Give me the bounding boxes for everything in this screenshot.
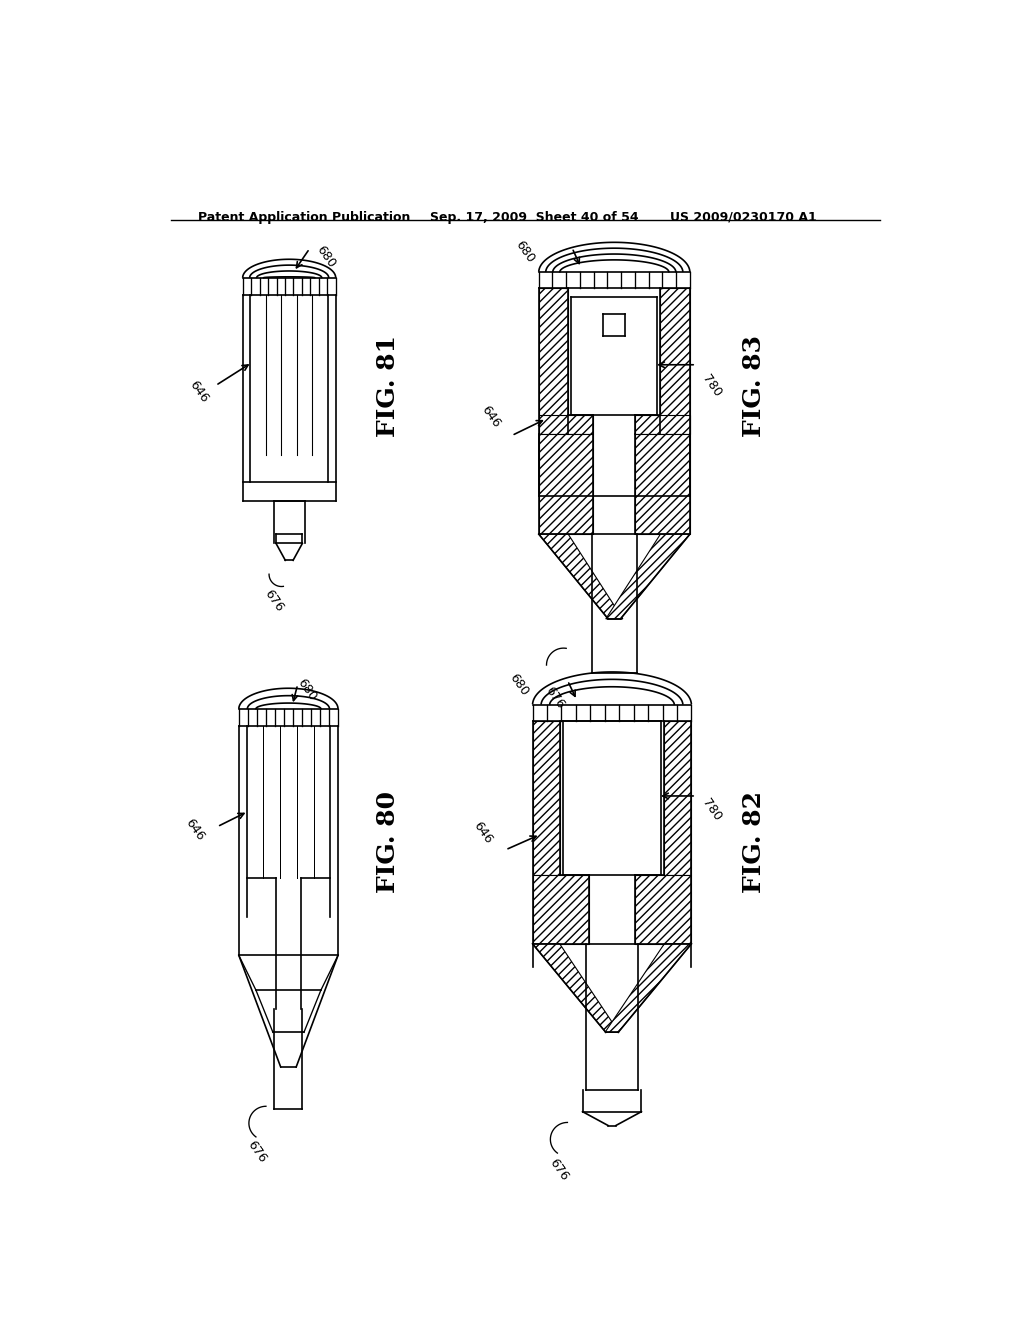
Text: 646: 646 — [471, 818, 495, 846]
Text: FIG. 80: FIG. 80 — [376, 791, 399, 894]
Polygon shape — [635, 875, 691, 944]
Text: 680: 680 — [507, 671, 531, 698]
Text: 646: 646 — [478, 404, 503, 430]
Text: FIG. 82: FIG. 82 — [742, 791, 766, 894]
Polygon shape — [635, 434, 690, 535]
Text: 646: 646 — [187, 378, 211, 405]
Polygon shape — [532, 721, 560, 875]
Polygon shape — [606, 535, 690, 619]
Text: Sep. 17, 2009  Sheet 40 of 54: Sep. 17, 2009 Sheet 40 of 54 — [430, 211, 639, 224]
Text: US 2009/0230170 A1: US 2009/0230170 A1 — [671, 211, 817, 224]
Text: 676: 676 — [547, 1156, 570, 1183]
Text: 680: 680 — [313, 243, 338, 271]
Polygon shape — [539, 434, 593, 535]
Text: 676: 676 — [245, 1139, 269, 1166]
Text: 780: 780 — [699, 372, 724, 400]
Text: Patent Application Publication: Patent Application Publication — [198, 211, 411, 224]
Text: FIG. 81: FIG. 81 — [376, 334, 399, 437]
Polygon shape — [532, 944, 618, 1032]
Text: 680: 680 — [295, 677, 318, 704]
Text: 780: 780 — [699, 796, 724, 824]
Polygon shape — [665, 721, 691, 875]
Polygon shape — [660, 288, 690, 434]
Polygon shape — [539, 414, 593, 434]
Polygon shape — [539, 535, 623, 619]
Text: 680: 680 — [513, 239, 538, 265]
Text: 646: 646 — [183, 817, 207, 843]
Polygon shape — [532, 875, 589, 944]
Polygon shape — [605, 944, 691, 1032]
Polygon shape — [635, 414, 690, 434]
Polygon shape — [539, 288, 568, 434]
Text: 676: 676 — [543, 684, 567, 711]
Text: FIG. 83: FIG. 83 — [742, 334, 766, 437]
Text: 676: 676 — [262, 587, 287, 614]
